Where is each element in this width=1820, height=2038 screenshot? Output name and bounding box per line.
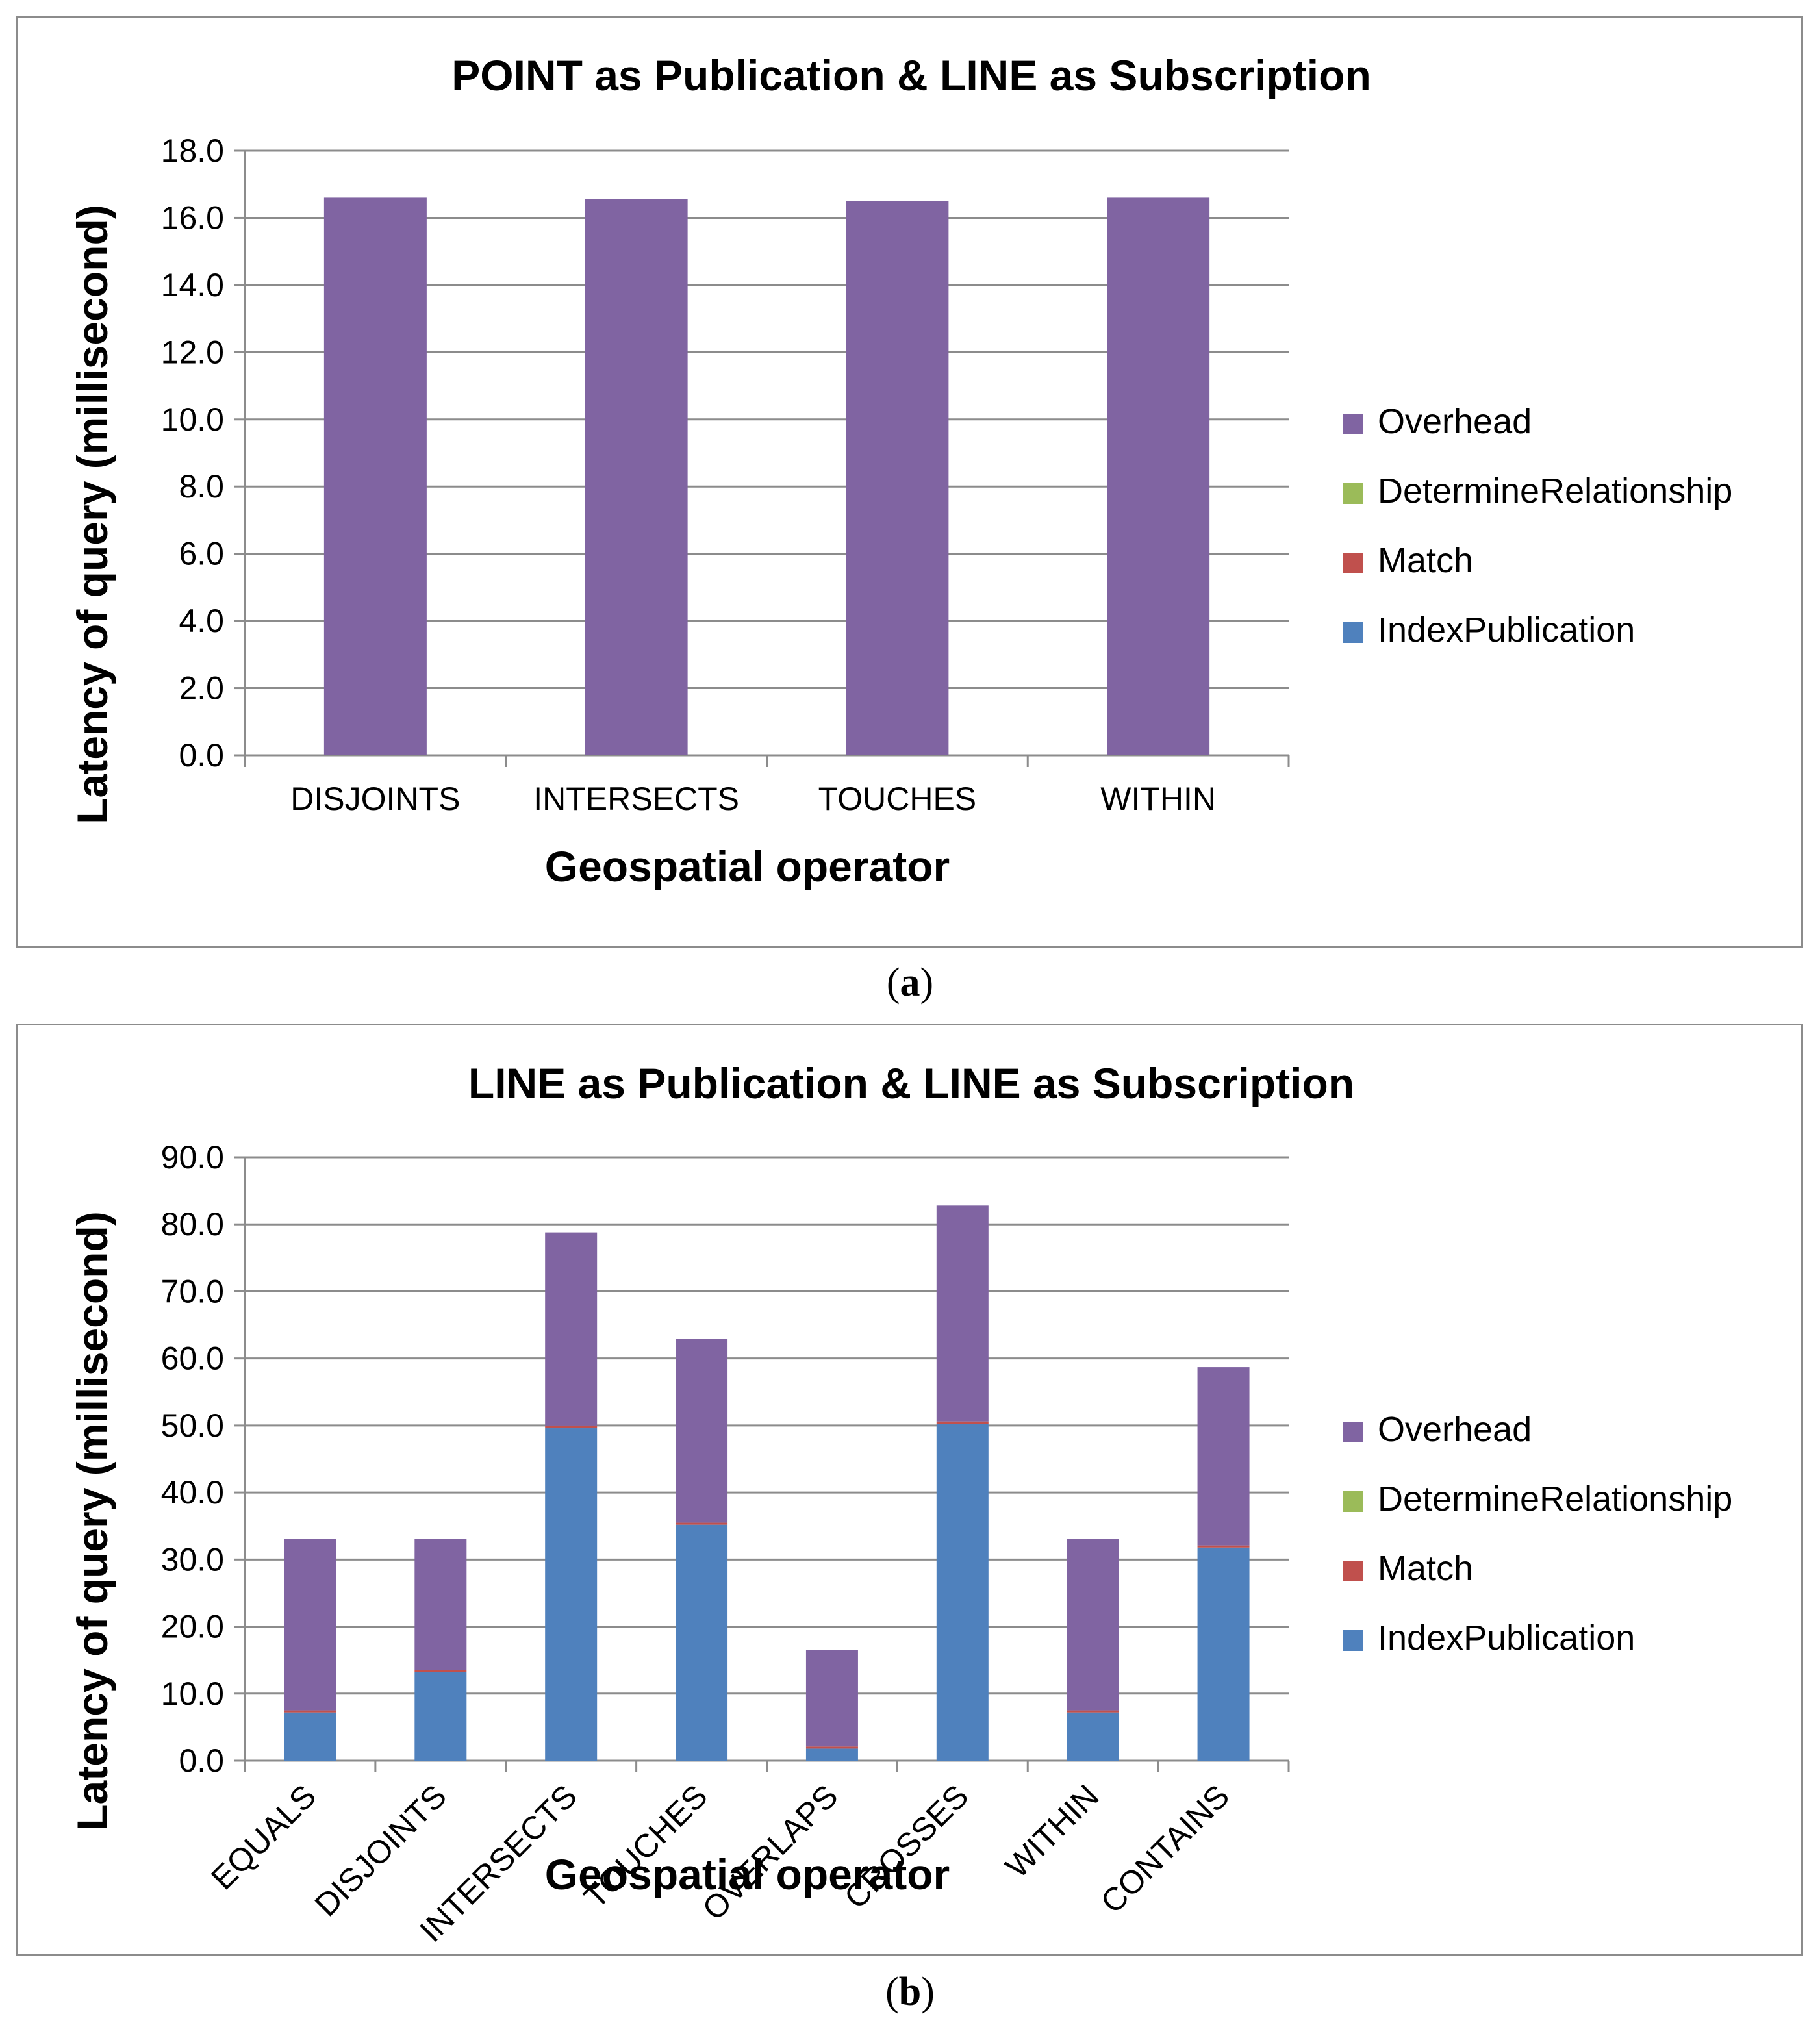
caption-a: (a) bbox=[886, 961, 934, 1005]
bar-overhead-touches bbox=[676, 1339, 728, 1523]
bar-overhead-within bbox=[1107, 197, 1210, 755]
y-tick-label: 16.0 bbox=[161, 199, 224, 236]
y-tick-label: 2.0 bbox=[179, 670, 224, 707]
chart-panel-a: POINT as Publication & LINE as Subscript… bbox=[16, 16, 1803, 948]
legend-swatch-overhead bbox=[1343, 414, 1363, 434]
y-tick-label: 20.0 bbox=[161, 1609, 224, 1645]
x-tick-label: DISJOINTS bbox=[308, 1778, 453, 1923]
y-tick-label: 60.0 bbox=[161, 1340, 224, 1377]
chart-b-svg: LINE as Publication & LINE as Subscripti… bbox=[68, 1059, 1732, 1949]
y-tick-label: 14.0 bbox=[161, 267, 224, 303]
bar-overhead-disjoints bbox=[323, 197, 427, 755]
bar-overhead-disjoints bbox=[414, 1539, 467, 1670]
chart-panel-b: LINE as Publication & LINE as Subscripti… bbox=[16, 1024, 1803, 1956]
y-tick-label: 70.0 bbox=[161, 1273, 224, 1309]
y-tick-label: 0.0 bbox=[179, 1742, 224, 1779]
bar-indexpublication-contains bbox=[1197, 1547, 1250, 1761]
y-tick-label: 0.0 bbox=[179, 737, 224, 774]
y-tick-label: 50.0 bbox=[161, 1407, 224, 1444]
x-tick-label: INTERSECTS bbox=[533, 781, 739, 817]
legend-label-overhead: Overhead bbox=[1378, 1410, 1532, 1449]
x-tick-label: WITHIN bbox=[998, 1778, 1106, 1885]
legend-label-indexpublication: IndexPublication bbox=[1378, 610, 1635, 649]
x-tick-label: EQUALS bbox=[204, 1778, 323, 1896]
legend-label-overhead: Overhead bbox=[1378, 402, 1532, 441]
bar-indexpublication-within bbox=[1067, 1712, 1119, 1761]
bar-indexpublication-crosses bbox=[936, 1424, 989, 1761]
x-tick-label: TOUCHES bbox=[818, 781, 977, 817]
bar-overhead-within bbox=[1067, 1539, 1119, 1711]
legend-swatch-match bbox=[1343, 553, 1363, 573]
chart-title: LINE as Publication & LINE as Subscripti… bbox=[468, 1059, 1354, 1107]
legend-swatch-determinerelationship bbox=[1343, 1491, 1363, 1512]
y-axis-title: Latency of query (millisecond) bbox=[68, 1211, 116, 1831]
legend-swatch-indexpublication bbox=[1343, 1630, 1363, 1651]
legend-swatch-determinerelationship bbox=[1343, 483, 1363, 504]
y-tick-label: 10.0 bbox=[161, 1676, 224, 1712]
x-axis-title: Geospatial operator bbox=[545, 842, 950, 890]
caption-b: (b) bbox=[885, 1970, 935, 2014]
caption-b-letter: b bbox=[898, 1970, 922, 2014]
bar-indexpublication-equals bbox=[284, 1712, 336, 1761]
bar-match-intersects bbox=[545, 1425, 598, 1429]
bar-overhead-equals bbox=[284, 1539, 336, 1711]
bar-indexpublication-overlaps bbox=[805, 1748, 858, 1761]
x-tick-label: CONTAINS bbox=[1094, 1778, 1237, 1920]
bar-indexpublication-disjoints bbox=[414, 1672, 467, 1761]
y-tick-label: 40.0 bbox=[161, 1474, 224, 1511]
bar-match-touches bbox=[676, 1522, 728, 1525]
legend-label-match: Match bbox=[1378, 541, 1473, 580]
bar-match-equals bbox=[284, 1710, 336, 1713]
bar-overhead-intersects bbox=[585, 199, 688, 756]
x-tick-label: WITHIN bbox=[1100, 781, 1216, 817]
y-tick-label: 30.0 bbox=[161, 1541, 224, 1578]
y-tick-label: 12.0 bbox=[161, 334, 224, 370]
y-tick-label: 10.0 bbox=[161, 401, 224, 438]
legend-swatch-overhead bbox=[1343, 1422, 1363, 1442]
legend-label-match: Match bbox=[1378, 1549, 1473, 1588]
legend-swatch-indexpublication bbox=[1343, 622, 1363, 643]
bar-overhead-overlaps bbox=[805, 1650, 858, 1747]
bar-indexpublication-touches bbox=[676, 1524, 728, 1761]
bar-indexpublication-intersects bbox=[545, 1428, 598, 1761]
y-tick-label: 6.0 bbox=[179, 536, 224, 572]
y-tick-label: 8.0 bbox=[179, 468, 224, 505]
chart-title: POINT as Publication & LINE as Subscript… bbox=[451, 51, 1371, 99]
bar-overhead-crosses bbox=[936, 1205, 989, 1422]
caption-a-letter: a bbox=[900, 961, 920, 1005]
bar-overhead-contains bbox=[1197, 1367, 1250, 1546]
y-tick-label: 80.0 bbox=[161, 1206, 224, 1242]
y-tick-label: 90.0 bbox=[161, 1139, 224, 1176]
y-tick-label: 4.0 bbox=[179, 603, 224, 639]
bar-match-disjoints bbox=[414, 1670, 467, 1672]
bar-match-within bbox=[1067, 1710, 1119, 1713]
y-axis-title: Latency of query (millisecond) bbox=[68, 205, 116, 824]
bar-match-overlaps bbox=[805, 1746, 858, 1749]
bar-match-crosses bbox=[936, 1421, 989, 1424]
legend-label-determinerelationship: DetermineRelationship bbox=[1378, 1479, 1732, 1518]
chart-a-svg: POINT as Publication & LINE as Subscript… bbox=[68, 51, 1732, 890]
bar-match-contains bbox=[1197, 1545, 1250, 1548]
bar-overhead-touches bbox=[846, 201, 949, 755]
legend-swatch-match bbox=[1343, 1561, 1363, 1581]
legend-label-determinerelationship: DetermineRelationship bbox=[1378, 472, 1732, 510]
legend-label-indexpublication: IndexPublication bbox=[1378, 1618, 1635, 1657]
x-axis-title: Geospatial operator bbox=[545, 1850, 950, 1898]
bar-overhead-intersects bbox=[545, 1232, 598, 1426]
y-tick-label: 18.0 bbox=[161, 132, 224, 169]
x-tick-label: DISJOINTS bbox=[290, 781, 460, 817]
